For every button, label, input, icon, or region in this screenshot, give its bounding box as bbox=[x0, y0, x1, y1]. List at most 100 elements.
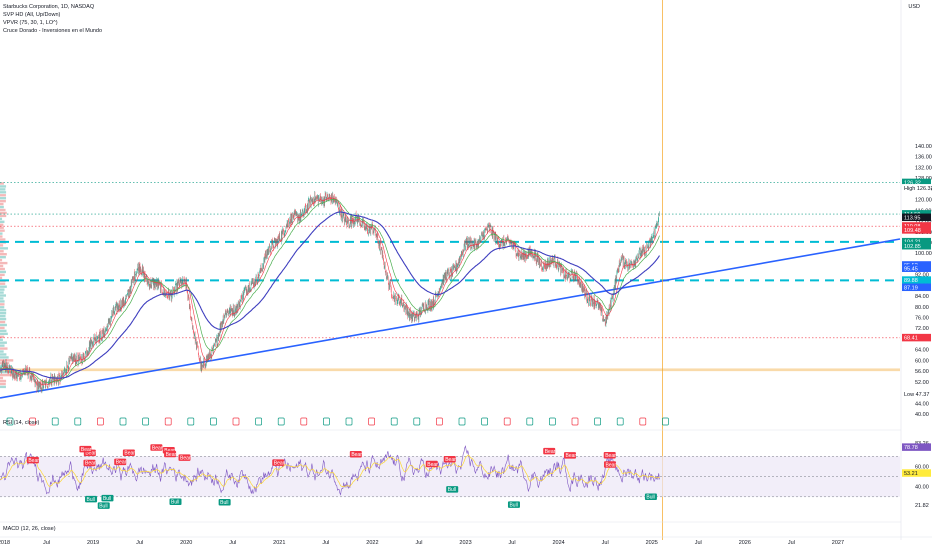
rsi-axis-label-bg bbox=[902, 443, 931, 451]
bull-badge[interactable] bbox=[644, 493, 657, 500]
price-axis-label-bg bbox=[902, 222, 931, 230]
rsi-line[interactable] bbox=[0, 445, 660, 496]
bear-badge[interactable] bbox=[425, 460, 438, 468]
bear-badge[interactable] bbox=[563, 452, 576, 459]
volume-profile-bar bbox=[0, 235, 3, 238]
earnings-marker-icon[interactable] bbox=[616, 417, 624, 426]
price-axis-label: 89.88 bbox=[904, 278, 918, 284]
ema-mid-line[interactable] bbox=[0, 199, 660, 384]
bear-badge[interactable] bbox=[114, 458, 127, 466]
earnings-marker-icon[interactable] bbox=[29, 417, 36, 426]
volume-profile-bar bbox=[0, 356, 9, 359]
bear-badge[interactable] bbox=[83, 459, 96, 467]
bear-badge[interactable] bbox=[178, 454, 191, 461]
volume-profile-bar bbox=[0, 217, 3, 221]
volume-profile-bar bbox=[0, 303, 5, 306]
volume-profile bbox=[0, 182, 14, 389]
price-axis-label: 95.45 bbox=[904, 266, 918, 272]
indicator-vpvr-label[interactable]: VPVR (75, 30, 1, LO^) bbox=[3, 20, 58, 26]
bear-badge[interactable] bbox=[603, 461, 616, 468]
time-axis-tick: Jul bbox=[509, 540, 516, 546]
earnings-marker-icon[interactable] bbox=[277, 417, 285, 426]
bear-badge[interactable] bbox=[349, 451, 362, 458]
bear-badge[interactable] bbox=[272, 459, 285, 466]
ema-slow-line[interactable] bbox=[0, 211, 660, 379]
support-zone[interactable] bbox=[0, 368, 900, 372]
earnings-marker-icon[interactable] bbox=[74, 417, 82, 426]
volume-profile-bar bbox=[0, 341, 7, 344]
bear-badge[interactable] bbox=[164, 450, 177, 458]
bull-badge[interactable] bbox=[85, 495, 98, 503]
earnings-marker-icon[interactable] bbox=[390, 417, 398, 426]
bear-badge[interactable] bbox=[603, 452, 616, 459]
volume-profile-bar bbox=[0, 223, 4, 226]
earnings-marker-icon[interactable] bbox=[639, 417, 647, 426]
earnings-marker-icon[interactable] bbox=[164, 417, 172, 426]
price-axis-label: 109.48 bbox=[904, 228, 921, 234]
rsi-panel-title[interactable]: RSI (14, close) bbox=[3, 420, 40, 426]
price-axis-label: High 126.32 bbox=[904, 186, 932, 192]
indicator-golden-cross-label[interactable]: Cruce Dorado - Inversiones en el Mundo bbox=[3, 28, 103, 34]
bear-badge[interactable] bbox=[543, 447, 556, 455]
bear-badge[interactable] bbox=[150, 444, 163, 451]
earnings-marker-icon[interactable] bbox=[345, 417, 353, 426]
earnings-marker-icon[interactable] bbox=[232, 417, 240, 426]
volume-profile-bar bbox=[0, 297, 4, 300]
earnings-marker-icon[interactable] bbox=[255, 417, 262, 426]
volume-profile-bar bbox=[0, 335, 5, 338]
earnings-marker-icon[interactable] bbox=[142, 417, 149, 426]
bear-badge[interactable] bbox=[79, 445, 92, 453]
earnings-marker-icon[interactable] bbox=[413, 417, 421, 426]
time-axis-tick: 2026 bbox=[739, 540, 751, 546]
earnings-marker-icon[interactable] bbox=[481, 417, 488, 426]
volume-profile-bar bbox=[0, 264, 4, 268]
macd-panel-title[interactable]: MACD (12, 26, close) bbox=[3, 526, 56, 532]
earnings-marker-icon[interactable] bbox=[300, 417, 308, 426]
indicator-svp-label[interactable]: SVP HD (All, Up/Down) bbox=[3, 12, 61, 18]
earnings-marker-icon[interactable] bbox=[6, 417, 14, 426]
earnings-marker-icon[interactable] bbox=[594, 417, 601, 426]
earnings-marker-icon[interactable] bbox=[119, 417, 127, 426]
earnings-marker-icon[interactable] bbox=[503, 417, 511, 426]
earnings-marker-icon[interactable] bbox=[662, 417, 669, 426]
volume-profile-bar bbox=[0, 329, 7, 333]
earnings-marker-icon[interactable] bbox=[51, 417, 59, 426]
bear-badge[interactable] bbox=[122, 449, 135, 457]
bull-badge-label: Bull bbox=[448, 487, 456, 493]
trendline-extension[interactable] bbox=[690, 238, 901, 277]
earnings-marker-icon[interactable] bbox=[210, 417, 217, 426]
bull-badge-label: Bull bbox=[646, 494, 654, 500]
earnings-marker-icon[interactable] bbox=[187, 417, 195, 426]
volume-profile-bar bbox=[0, 211, 7, 215]
bull-badge[interactable] bbox=[446, 486, 459, 493]
volume-profile-bar bbox=[0, 253, 7, 256]
earnings-marker-icon[interactable] bbox=[323, 417, 330, 426]
bear-badge-label: Bear bbox=[28, 458, 39, 464]
bear-badge[interactable] bbox=[26, 456, 39, 464]
bull-badge[interactable] bbox=[169, 498, 182, 505]
trendline[interactable] bbox=[0, 275, 691, 399]
ema-fast-line[interactable] bbox=[0, 197, 660, 386]
earnings-marker-icon[interactable] bbox=[526, 417, 534, 426]
bull-badge[interactable] bbox=[97, 502, 110, 509]
earnings-marker-icon[interactable] bbox=[571, 417, 579, 426]
earnings-marker-icon[interactable] bbox=[368, 417, 375, 426]
bear-badge[interactable] bbox=[443, 456, 456, 463]
volume-profile-bar bbox=[0, 382, 6, 386]
volume-profile-bar bbox=[0, 370, 13, 374]
bull-badge[interactable] bbox=[101, 494, 114, 502]
volume-profile-bar bbox=[0, 285, 7, 288]
earnings-marker-icon[interactable] bbox=[458, 417, 466, 426]
earnings-marker-icon[interactable] bbox=[436, 417, 443, 426]
candles bbox=[0, 190, 660, 394]
rsi-axis-tick: 60.00 bbox=[915, 464, 929, 470]
earnings-marker-icon[interactable] bbox=[97, 417, 104, 426]
earnings-marker-icon[interactable] bbox=[549, 417, 556, 426]
volume-profile-bar bbox=[0, 250, 4, 253]
bull-badge[interactable] bbox=[507, 501, 520, 508]
volume-profile-bar bbox=[0, 320, 6, 324]
bull-badge[interactable] bbox=[218, 498, 231, 506]
bear-badge-label: Bear bbox=[351, 452, 362, 458]
